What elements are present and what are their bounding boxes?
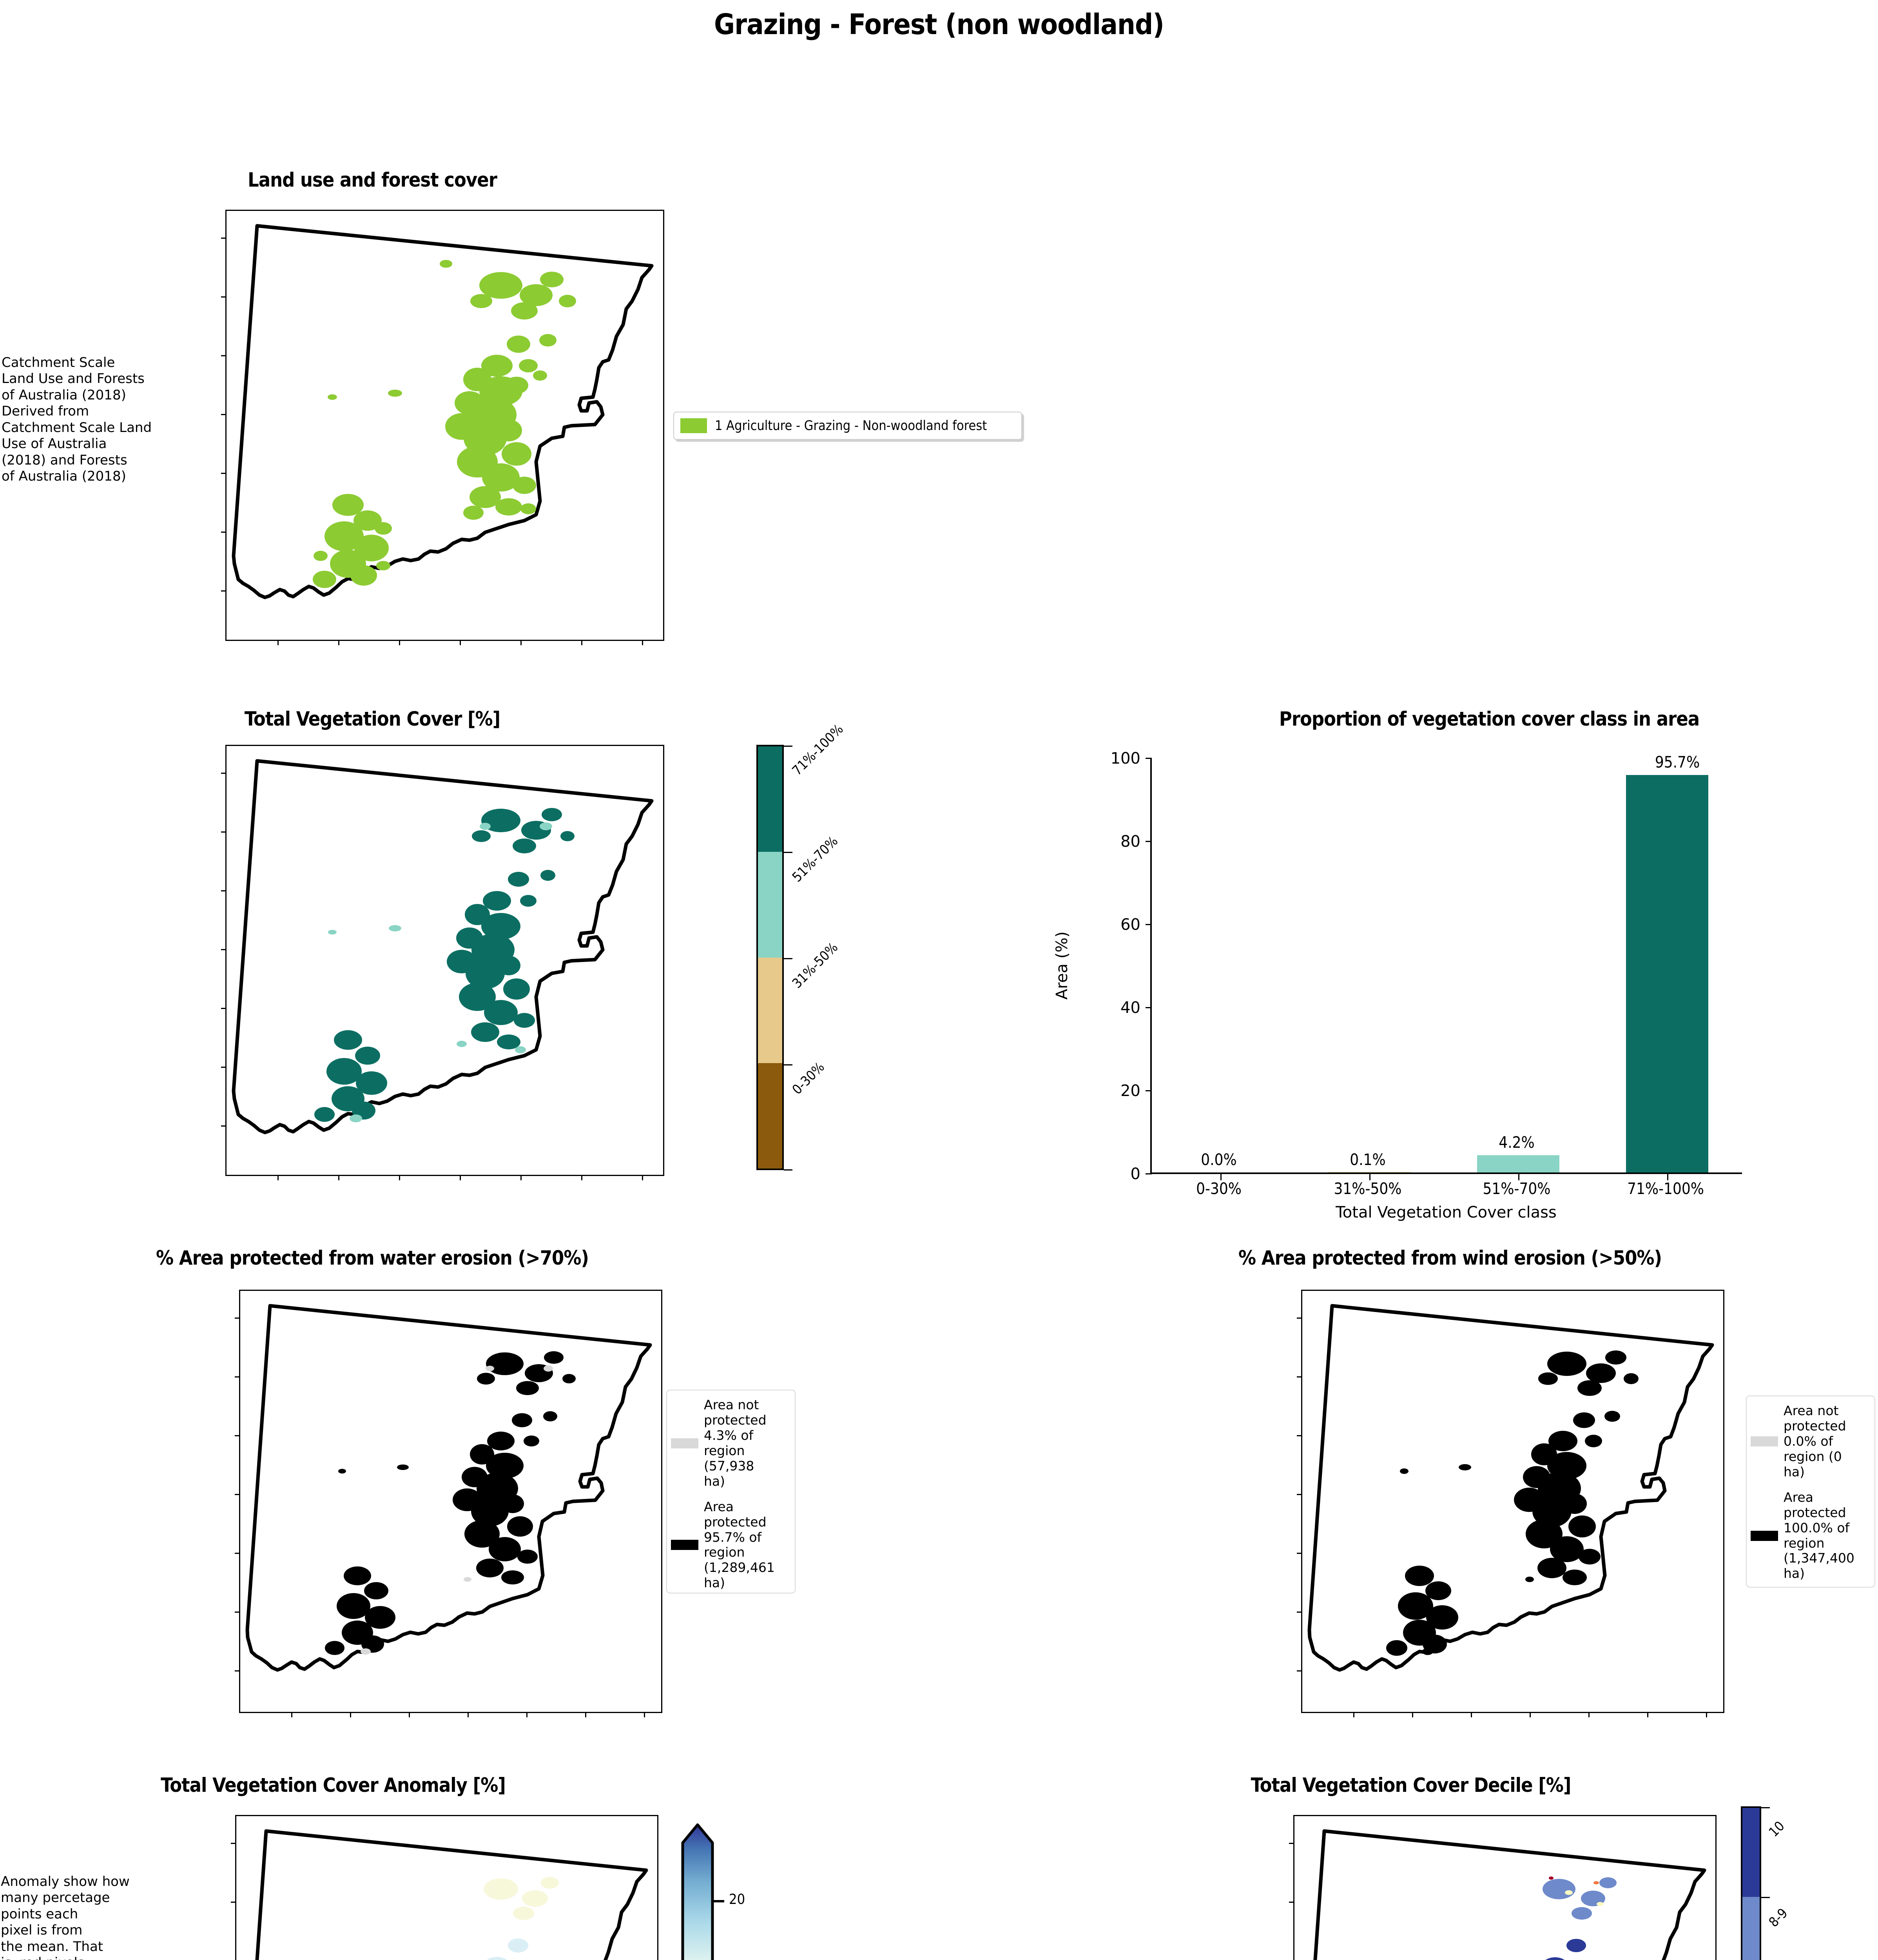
anomaly-tick-20: 20: [729, 1891, 745, 1907]
legend-row-protected: Area protected 95.7% of region (1,289,46…: [671, 1499, 791, 1591]
legend-row-not-protected-wind: Area not protected 0.0% of region (0 ha): [1751, 1403, 1871, 1480]
veg-cover-colorbar: [756, 745, 784, 1170]
ytick-label-0: 0: [1130, 1165, 1140, 1183]
landuse-legend-label: 1 Agriculture - Grazing - Non-woodland f…: [715, 418, 987, 434]
landuse-source-note: Catchment Scale Land Use and Forests of …: [2, 355, 152, 485]
bar-value-1: 0.1%: [1350, 1151, 1386, 1169]
decile-cbar-label-0: 10: [1766, 1818, 1788, 1840]
ytick-label-1: 20: [1120, 1082, 1140, 1100]
chart-xlabel: Total Vegetation Cover class: [1336, 1203, 1557, 1221]
map-veg-cover[interactable]: [221, 745, 664, 1180]
veg-cbar-label-1: 51%-70%: [789, 833, 841, 886]
legend-swatch-protected-wind: [1751, 1530, 1778, 1541]
ytick-label-5: 100: [1110, 750, 1140, 768]
chart-ylabel: Area (%): [1053, 931, 1071, 1000]
bar-chart-axes: [1146, 758, 1742, 1180]
wind-erosion-map-svg: [1307, 1304, 1714, 1672]
panel-title-decile: Total Vegetation Cover Decile [%]: [1251, 1774, 1572, 1797]
legend-text-protected-wind: Area protected 100.0% of region (1,347,4…: [1784, 1489, 1854, 1581]
decile-map-svg: [1313, 1829, 1706, 1960]
legend-swatch-not-protected-wind: [1751, 1436, 1778, 1447]
veg-cover-map-svg: [232, 759, 654, 1134]
bar-value-0: 0.0%: [1201, 1151, 1237, 1169]
xtick-label-2: 51%-70%: [1483, 1180, 1551, 1198]
map-decile[interactable]: [1289, 1815, 1717, 1960]
landuse-legend[interactable]: 1 Agriculture - Grazing - Non-woodland f…: [673, 412, 1022, 440]
decile-colorbar: [1741, 1806, 1761, 1960]
water-erosion-legend[interactable]: Area not protected 4.3% of region (57,93…: [666, 1390, 796, 1593]
decile-cbar-label-1: 8-9: [1766, 1905, 1791, 1931]
bar-3[interactable]: [1626, 775, 1708, 1172]
xtick-label-1: 31%-50%: [1334, 1180, 1402, 1198]
anomaly-note: Anomaly show how many percetage points e…: [1, 1874, 130, 1960]
anomaly-map-svg: [255, 1829, 648, 1960]
xtick-label-3: 71%-100%: [1627, 1180, 1704, 1198]
water-erosion-map-svg: [245, 1304, 652, 1672]
wind-erosion-legend[interactable]: Area not protected 0.0% of region (0 ha)…: [1746, 1396, 1875, 1588]
map-anomaly[interactable]: [231, 1815, 658, 1960]
landuse-patches: [313, 260, 576, 588]
bar-value-3: 95.7%: [1655, 753, 1700, 771]
anomaly-colorbar: 20 10 0 −10 −20: [674, 1817, 807, 1960]
panel-title-wind-erosion: % Area protected from wind erosion (>50%…: [1238, 1247, 1662, 1269]
map-wind-erosion[interactable]: [1297, 1290, 1724, 1717]
veg-cbar-label-3: 0-30%: [789, 1059, 828, 1098]
landuse-legend-swatch: [680, 418, 707, 433]
landuse-map-svg: [232, 224, 654, 599]
legend-swatch-not-protected: [671, 1438, 698, 1448]
xtick-label-0: 0-30%: [1196, 1180, 1242, 1198]
ytick-label-2: 40: [1120, 999, 1140, 1017]
panel-title-veg-cover: Total Vegetation Cover [%]: [244, 708, 500, 730]
legend-row-not-protected: Area not protected 4.3% of region (57,93…: [671, 1397, 791, 1489]
legend-text-not-protected-wind: Area not protected 0.0% of region (0 ha): [1784, 1403, 1846, 1479]
legend-row-protected-wind: Area protected 100.0% of region (1,347,4…: [1751, 1490, 1871, 1582]
chart-title: Proportion of vegetation cover class in …: [1279, 708, 1700, 730]
legend-text-not-protected: Area not protected 4.3% of region (57,93…: [704, 1397, 767, 1489]
legend-swatch-protected: [671, 1540, 698, 1550]
map-water-erosion[interactable]: [235, 1290, 662, 1717]
panel-title-anomaly: Total Vegetation Cover Anomaly [%]: [161, 1774, 506, 1797]
legend-text-protected: Area protected 95.7% of region (1,289,46…: [704, 1499, 775, 1591]
bar-value-2: 4.2%: [1499, 1134, 1535, 1152]
panel-title-landuse: Land use and forest cover: [248, 169, 497, 191]
panel-title-water-erosion: % Area protected from water erosion (>70…: [156, 1247, 589, 1269]
veg-cbar-label-2: 31%-50%: [789, 939, 841, 992]
page-title: Grazing - Forest (non woodland): [714, 8, 1164, 41]
map-landuse[interactable]: [221, 210, 664, 645]
ytick-label-3: 60: [1120, 916, 1140, 934]
bar-2[interactable]: [1477, 1155, 1559, 1172]
veg-cbar-label-0: 71%-100%: [789, 721, 847, 779]
ytick-label-4: 80: [1120, 833, 1140, 851]
